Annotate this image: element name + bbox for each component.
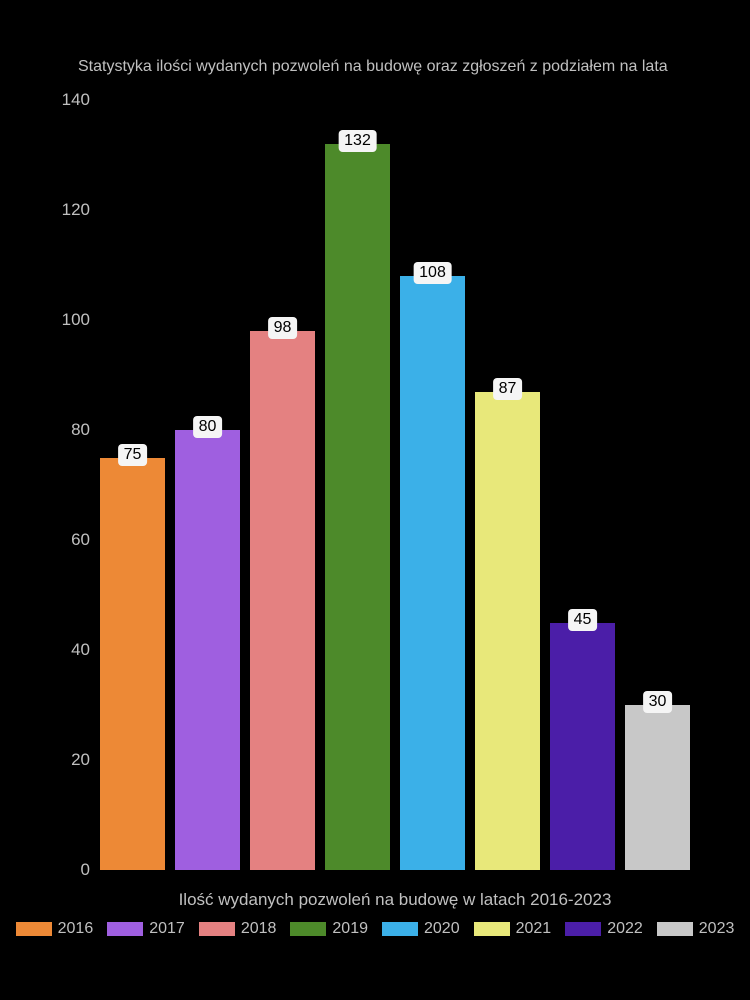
legend-item: 2018 xyxy=(199,920,277,938)
legend-swatch xyxy=(16,922,52,936)
legend-label: 2019 xyxy=(332,920,368,938)
legend-label: 2021 xyxy=(516,920,552,938)
value-label: 108 xyxy=(413,262,452,284)
legend-item: 2021 xyxy=(474,920,552,938)
legend-label: 2016 xyxy=(58,920,94,938)
legend-swatch xyxy=(474,922,510,936)
value-label: 30 xyxy=(643,691,673,713)
bar: 98 xyxy=(250,331,315,870)
legend-swatch xyxy=(565,922,601,936)
y-tick: 20 xyxy=(50,750,90,770)
legend-swatch xyxy=(382,922,418,936)
chart-title: Statystyka ilości wydanych pozwoleń na b… xyxy=(78,58,668,76)
bar: 87 xyxy=(475,392,540,871)
legend-item: 2022 xyxy=(565,920,643,938)
legend-label: 2023 xyxy=(699,920,735,938)
bar: 108 xyxy=(400,276,465,870)
bar: 80 xyxy=(175,430,240,870)
legend: 2016 2017 2018 2019 2020 2021 2022 2023 xyxy=(0,920,750,938)
value-label: 98 xyxy=(268,317,298,339)
y-tick: 0 xyxy=(50,860,90,880)
legend-swatch xyxy=(290,922,326,936)
y-tick: 140 xyxy=(50,90,90,110)
bar: 75 xyxy=(100,458,165,871)
legend-label: 2017 xyxy=(149,920,185,938)
y-tick: 120 xyxy=(50,200,90,220)
y-tick: 60 xyxy=(50,530,90,550)
value-label: 87 xyxy=(493,378,523,400)
legend-item: 2016 xyxy=(16,920,94,938)
value-label: 45 xyxy=(568,609,598,631)
bar: 132 xyxy=(325,144,390,870)
plot-area: 020406080100120140758098132108874530 xyxy=(95,100,695,870)
legend-label: 2018 xyxy=(241,920,277,938)
value-label: 132 xyxy=(338,130,377,152)
legend-swatch xyxy=(657,922,693,936)
value-label: 80 xyxy=(193,416,223,438)
legend-item: 2019 xyxy=(290,920,368,938)
legend-swatch xyxy=(199,922,235,936)
bar: 45 xyxy=(550,623,615,871)
y-tick: 100 xyxy=(50,310,90,330)
bar: 30 xyxy=(625,705,690,870)
legend-label: 2020 xyxy=(424,920,460,938)
y-tick: 40 xyxy=(50,640,90,660)
legend-swatch xyxy=(107,922,143,936)
x-axis-label: Ilość wydanych pozwoleń na budowę w lata… xyxy=(100,890,690,910)
legend-label: 2022 xyxy=(607,920,643,938)
legend-item: 2020 xyxy=(382,920,460,938)
legend-item: 2023 xyxy=(657,920,735,938)
legend-item: 2017 xyxy=(107,920,185,938)
y-tick: 80 xyxy=(50,420,90,440)
value-label: 75 xyxy=(118,444,148,466)
